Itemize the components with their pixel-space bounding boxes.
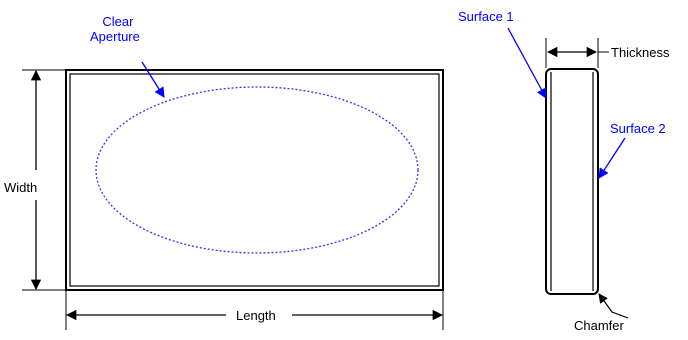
clear-aperture-label-line1: Clear: [102, 14, 134, 29]
window-chamfer-edge: [69, 73, 440, 287]
surface1-leader: [507, 27, 547, 99]
thickness-dimension: [545, 38, 609, 68]
front-view: [65, 69, 444, 291]
side-view: [545, 68, 599, 295]
chamfer-label: Chamfer: [574, 318, 624, 333]
clear-aperture-leader: [141, 61, 165, 98]
side-view-outline: [545, 68, 599, 295]
chamfer-leader: [598, 293, 629, 319]
width-dimension: [22, 69, 66, 291]
surface1-label: Surface 1: [458, 9, 514, 24]
length-label: Length: [236, 308, 276, 323]
width-label: Width: [4, 178, 38, 197]
window-outer-edge: [65, 69, 444, 291]
clear-aperture-label: Clear Aperture: [90, 14, 140, 44]
clear-aperture-label-line2: Aperture: [90, 29, 140, 44]
clear-aperture-ellipse: [95, 86, 419, 254]
length-dimension: [65, 290, 444, 330]
surface2-label: Surface 2: [610, 121, 666, 136]
thickness-label: Thickness: [611, 45, 670, 60]
surface2-leader: [598, 137, 626, 179]
